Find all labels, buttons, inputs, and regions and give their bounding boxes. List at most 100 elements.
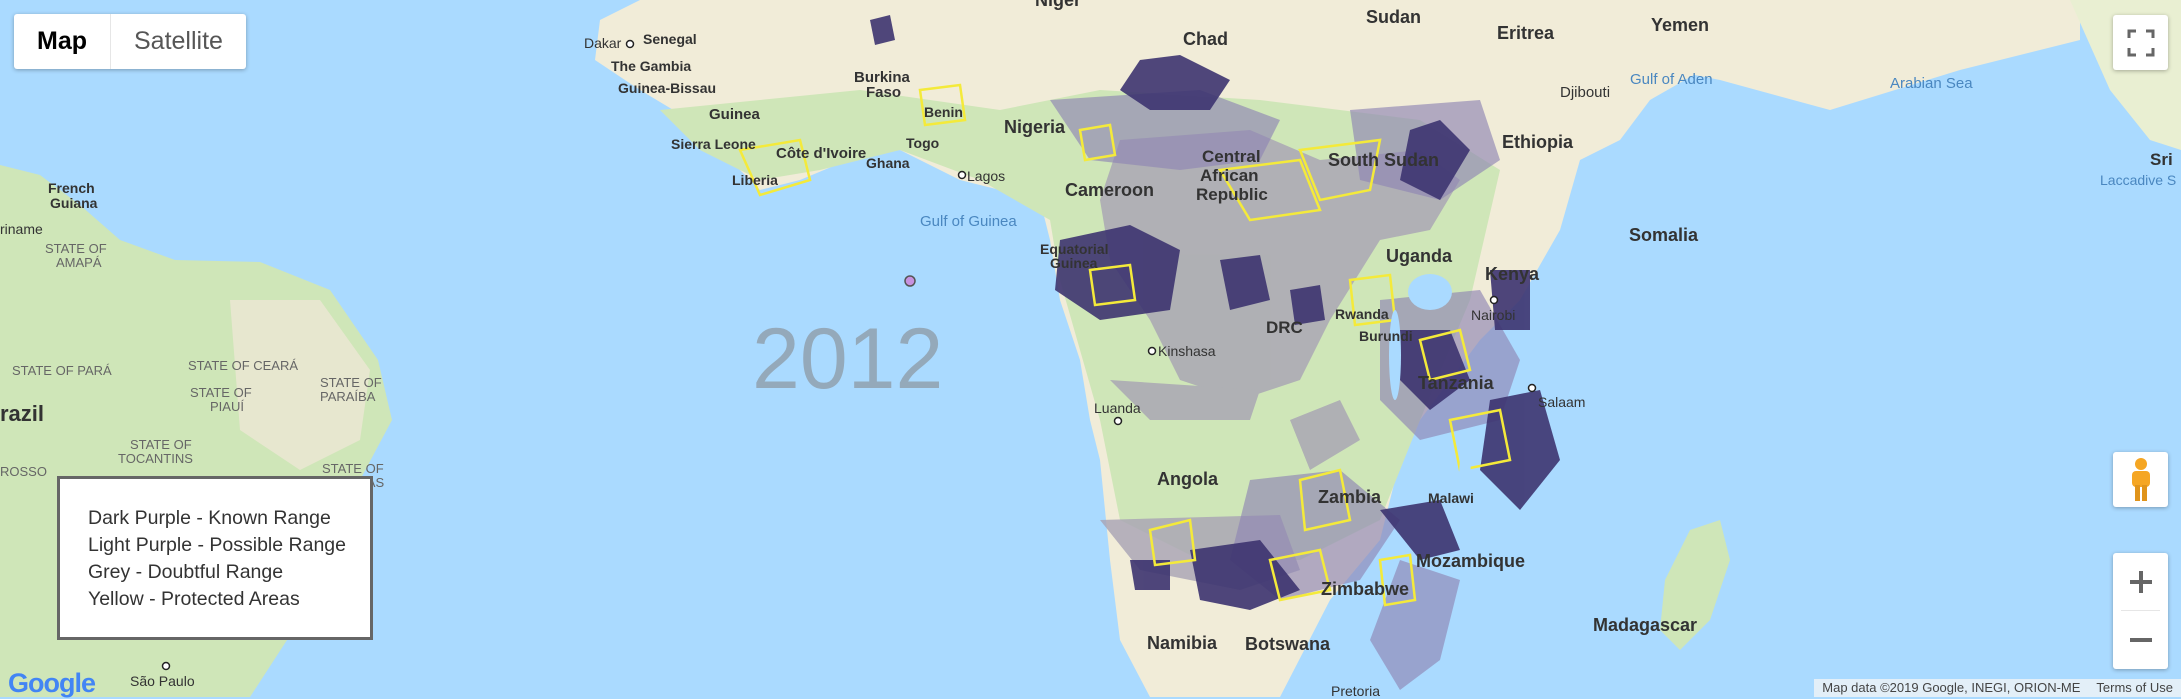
label-mozambique: Mozambique	[1416, 551, 1525, 571]
year-label: 2012	[752, 311, 944, 407]
map-marker[interactable]	[904, 275, 916, 287]
label-gambia: The Gambia	[611, 58, 691, 74]
label-ghana: Ghana	[866, 155, 910, 171]
zoom-in-button[interactable]	[2113, 553, 2168, 610]
label-french: French	[48, 180, 95, 196]
map-legend: Dark Purple - Known Range Light Purple -…	[57, 476, 373, 640]
lake-victoria	[1408, 274, 1452, 310]
map-type-control: Map Satellite	[14, 14, 246, 69]
label-niger: Niger	[1035, 0, 1081, 10]
known-range	[870, 15, 1560, 610]
label-kinshasa: Kinshasa	[1158, 343, 1216, 359]
lake-malawi	[1459, 445, 1471, 515]
label-tanzania: Tanzania	[1418, 373, 1495, 393]
label-paraiba-2: PARAÍBA	[320, 389, 376, 404]
label-sri: Sri	[2150, 150, 2173, 169]
label-ethiopia: Ethiopia	[1502, 132, 1574, 152]
label-car-1: Central	[1202, 147, 1261, 166]
city-dots	[161, 39, 1537, 671]
label-guinea: Guinea	[709, 106, 761, 123]
map-type-map-button[interactable]: Map	[14, 14, 111, 69]
label-eq-2: Guinea	[1050, 255, 1098, 271]
label-gulf-guinea: Gulf of Guinea	[920, 213, 1017, 230]
label-alagoas-1: STATE OF	[322, 461, 384, 476]
legend-item-possible: Light Purple - Possible Range	[88, 534, 346, 556]
label-pretoria: Pretoria	[1331, 683, 1380, 697]
label-cote: Côte d'Ivoire	[776, 145, 866, 162]
minus-icon	[2129, 637, 2152, 642]
label-car-2: African	[1200, 166, 1259, 185]
label-somalia: Somalia	[1629, 225, 1699, 245]
label-sierra-leone: Sierra Leone	[671, 136, 756, 152]
lake-tanganyika	[1389, 310, 1401, 400]
label-suriname: riname	[0, 221, 43, 237]
label-namibia: Namibia	[1147, 633, 1218, 653]
label-arabian-sea: Arabian Sea	[1890, 75, 1973, 92]
label-car-3: Republic	[1196, 185, 1268, 204]
label-piaui-2: PIAUÍ	[210, 399, 244, 414]
label-senegal: Senegal	[643, 31, 697, 47]
label-amapa-2: AMAPÁ	[56, 255, 102, 270]
label-luanda: Luanda	[1094, 400, 1141, 416]
arabia-landmass	[1520, 0, 2080, 110]
label-chad: Chad	[1183, 29, 1228, 49]
label-botswana: Botswana	[1245, 634, 1331, 654]
zoom-control	[2113, 553, 2168, 669]
label-dakar: Dakar	[584, 35, 622, 51]
label-cameroon: Cameroon	[1065, 180, 1154, 200]
label-kenya: Kenya	[1485, 264, 1540, 284]
label-south-sudan: South Sudan	[1328, 150, 1439, 170]
label-uganda: Uganda	[1386, 246, 1453, 266]
zoom-out-button[interactable]	[2113, 611, 2168, 668]
label-nairobi: Nairobi	[1471, 307, 1515, 323]
label-faso: Faso	[866, 84, 901, 101]
label-sudan: Sudan	[1366, 7, 1421, 27]
label-salaam: Salaam	[1538, 394, 1585, 410]
label-tocantins-2: TOCANTINS	[118, 451, 193, 466]
label-burundi: Burundi	[1359, 328, 1413, 344]
label-malawi: Malawi	[1428, 490, 1474, 506]
terms-of-use-link[interactable]: Terms of Use	[2088, 679, 2181, 697]
label-sao-paulo: São Paulo	[130, 673, 195, 689]
pegman-icon	[2131, 457, 2150, 501]
label-yemen: Yemen	[1651, 15, 1709, 35]
label-liberia: Liberia	[732, 172, 778, 188]
label-ceara: STATE OF CEARÁ	[188, 358, 298, 373]
label-madagascar: Madagascar	[1593, 615, 1697, 635]
label-rosso: ROSSO	[0, 464, 47, 479]
label-rwanda: Rwanda	[1335, 306, 1389, 322]
label-guinea-bissau: Guinea-Bissau	[618, 80, 716, 96]
possible-range	[1050, 90, 1520, 690]
south-america-dry	[230, 300, 370, 470]
google-logo: Google	[8, 668, 96, 699]
street-view-button[interactable]	[2113, 452, 2168, 507]
google-logo-text: Google	[8, 668, 96, 698]
label-gulf-aden: Gulf of Aden	[1630, 71, 1713, 88]
label-angola: Angola	[1157, 469, 1219, 489]
label-burkina: Burkina	[854, 69, 911, 86]
label-brazil: razil	[0, 401, 44, 426]
label-laccadive: Laccadive S	[2100, 172, 2176, 188]
zoom-divider	[2121, 610, 2160, 611]
map-type-satellite-button[interactable]: Satellite	[134, 27, 223, 55]
label-zimbabwe: Zimbabwe	[1321, 579, 1409, 599]
fullscreen-button[interactable]	[2113, 15, 2168, 70]
label-tocantins-1: STATE OF	[130, 437, 192, 452]
label-zambia: Zambia	[1318, 487, 1382, 507]
legend-item-protected: Yellow - Protected Areas	[88, 588, 300, 610]
label-eq-1: Equatorial	[1040, 241, 1108, 257]
label-togo: Togo	[906, 135, 939, 151]
legend-item-known: Dark Purple - Known Range	[88, 507, 331, 529]
map-footer: Map data ©2019 Google, INEGI, ORION-ME T…	[1814, 679, 2181, 697]
label-nigeria: Nigeria	[1004, 117, 1066, 137]
fullscreen-icon	[2127, 29, 2154, 56]
label-lagos: Lagos	[967, 168, 1005, 184]
label-djibouti: Djibouti	[1560, 84, 1610, 101]
label-amapa-1: STATE OF	[45, 241, 107, 256]
label-eritrea: Eritrea	[1497, 23, 1555, 43]
legend-item-doubtful: Grey - Doubtful Range	[88, 561, 284, 583]
label-paraiba-1: STATE OF	[320, 375, 382, 390]
madagascar-landmass	[1660, 520, 1730, 650]
label-benin: Benin	[924, 104, 963, 120]
label-para: STATE OF PARÁ	[12, 363, 112, 378]
